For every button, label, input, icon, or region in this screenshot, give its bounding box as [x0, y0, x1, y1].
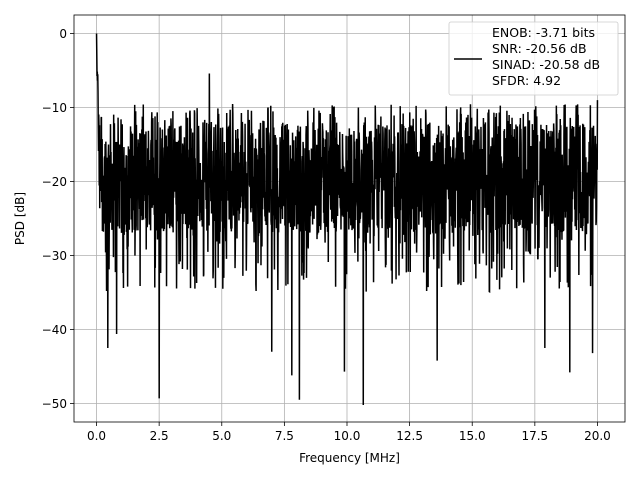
x-axis-ticks: 0.0 2.5 5.0 7.5 10.0 12.5 15.0 17.5 20.0	[87, 422, 611, 443]
y-tick-label: −30	[42, 249, 67, 263]
y-tick-label: −50	[42, 397, 67, 411]
legend-line-1: ENOB: -3.71 bits	[492, 25, 595, 40]
legend-line-4: SFDR: 4.92	[492, 73, 561, 88]
x-tick-label: 0.0	[87, 429, 106, 443]
legend-line-3: SINAD: -20.58 dB	[492, 57, 600, 72]
y-tick-label: −10	[42, 101, 67, 115]
legend-line-2: SNR: -20.56 dB	[492, 41, 587, 56]
legend: ENOB: -3.71 bits SNR: -20.56 dB SINAD: -…	[448, 21, 619, 96]
x-tick-label: 7.5	[275, 429, 294, 443]
x-tick-label: 12.5	[396, 429, 423, 443]
x-tick-label: 5.0	[212, 429, 231, 443]
y-axis-label: PSD [dB]	[13, 192, 27, 245]
x-tick-label: 15.0	[459, 429, 486, 443]
x-axis-label: Frequency [MHz]	[299, 451, 400, 465]
y-tick-label: −20	[42, 175, 67, 189]
psd-line	[95, 33, 599, 405]
y-tick-label: 0	[59, 27, 67, 41]
y-axis-ticks: 0 −10 −20 −30 −40 −50	[42, 27, 74, 411]
y-tick-label: −40	[42, 323, 67, 337]
x-tick-label: 20.0	[584, 429, 611, 443]
x-tick-label: 17.5	[521, 429, 548, 443]
x-tick-label: 2.5	[150, 429, 169, 443]
x-tick-label: 10.0	[334, 429, 361, 443]
plot-area-frame	[73, 14, 626, 423]
psd-series	[95, 33, 599, 405]
legend-box	[448, 21, 619, 96]
